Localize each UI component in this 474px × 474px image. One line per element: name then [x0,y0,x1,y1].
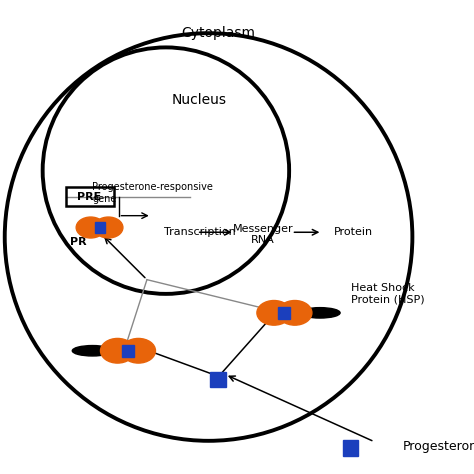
Text: Nucleus: Nucleus [172,92,227,107]
Text: Protein: Protein [334,227,373,237]
Text: PRE: PRE [77,191,101,202]
Text: Transcription: Transcription [164,227,235,237]
Ellipse shape [278,301,312,325]
Bar [122,345,134,357]
Bar [94,222,105,233]
Bar [343,440,358,456]
Bar [66,187,114,206]
Ellipse shape [94,217,123,238]
Ellipse shape [257,301,291,325]
Text: Messenger
RNA: Messenger RNA [233,224,293,246]
Text: Progesterone-responsive
gene: Progesterone-responsive gene [92,182,213,204]
Text: Progesterone: Progesterone [403,440,474,453]
Ellipse shape [76,217,105,238]
Bar [210,372,226,387]
Text: Heat Shock
Protein (HSP): Heat Shock Protein (HSP) [351,283,424,305]
Text: Cytoplasm: Cytoplasm [181,26,255,40]
Text: PR: PR [70,237,87,247]
Ellipse shape [121,338,155,363]
Ellipse shape [72,346,113,356]
Ellipse shape [300,308,340,318]
Bar [279,307,290,319]
Ellipse shape [100,338,135,363]
